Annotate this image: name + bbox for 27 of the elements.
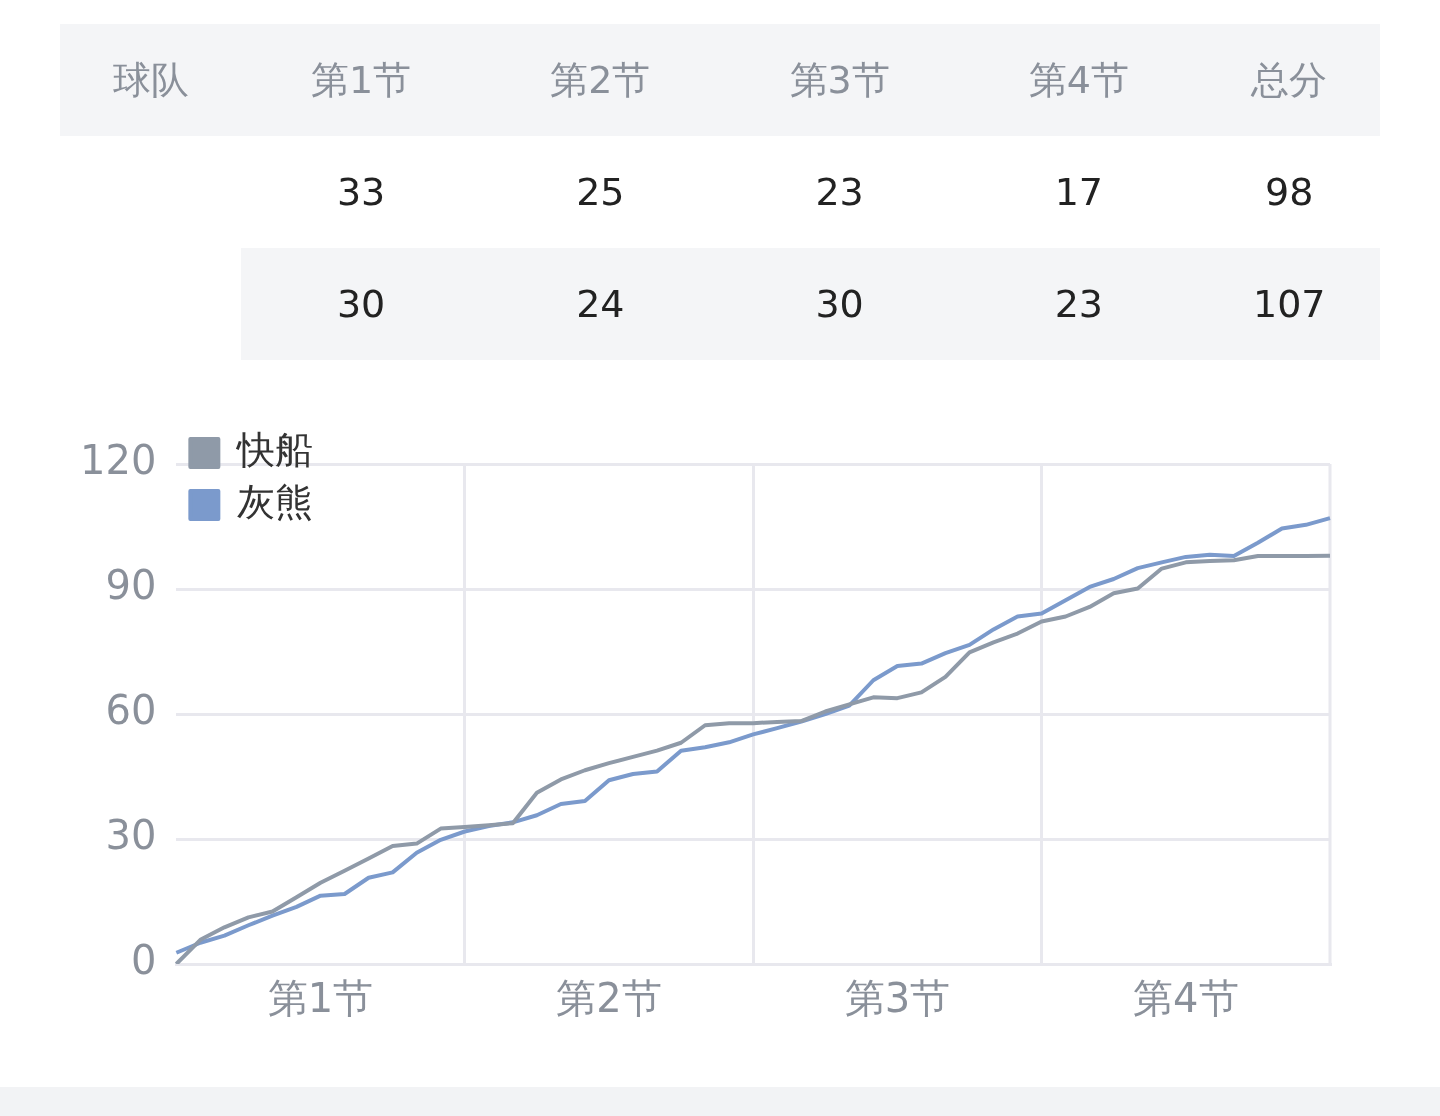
y-axis-title: 球队 xyxy=(60,24,242,136)
x-tick-label: 第4节 xyxy=(959,24,1199,136)
legend-label: 灰熊 xyxy=(237,479,314,524)
x-tick-label: 第1节 xyxy=(267,975,374,1022)
x-tick-label: 第1节 xyxy=(241,24,481,136)
y-tick-label: 0 xyxy=(130,937,157,984)
data-label: 30 xyxy=(241,248,481,360)
data-label: 107 xyxy=(1198,248,1380,360)
data-label: 24 xyxy=(480,248,720,360)
y-tick-label: 90 xyxy=(105,562,157,609)
x-tick-label: 第3节 xyxy=(719,24,960,136)
x-tick-label: 总分 xyxy=(1198,24,1380,136)
y-tick-label: 60 xyxy=(105,687,157,734)
legend-label: 快船 xyxy=(235,427,314,472)
data-label: 23 xyxy=(959,248,1199,360)
data-label: 23 xyxy=(814,169,865,216)
x-tick-label: 第2节 xyxy=(480,24,720,136)
data-label: 17 xyxy=(1053,169,1105,216)
y-tick-label: 30 xyxy=(105,812,157,859)
x-tick-label: 第2节 xyxy=(556,975,662,1022)
y-tick-label: 120 xyxy=(79,437,157,484)
x-tick-label: 第3节 xyxy=(844,975,951,1022)
data-label: 33 xyxy=(335,169,387,216)
data-label: 98 xyxy=(1264,169,1315,216)
data-label: 30 xyxy=(719,248,960,360)
x-tick-label: 第4节 xyxy=(1133,975,1239,1022)
data-label: 25 xyxy=(575,169,626,216)
